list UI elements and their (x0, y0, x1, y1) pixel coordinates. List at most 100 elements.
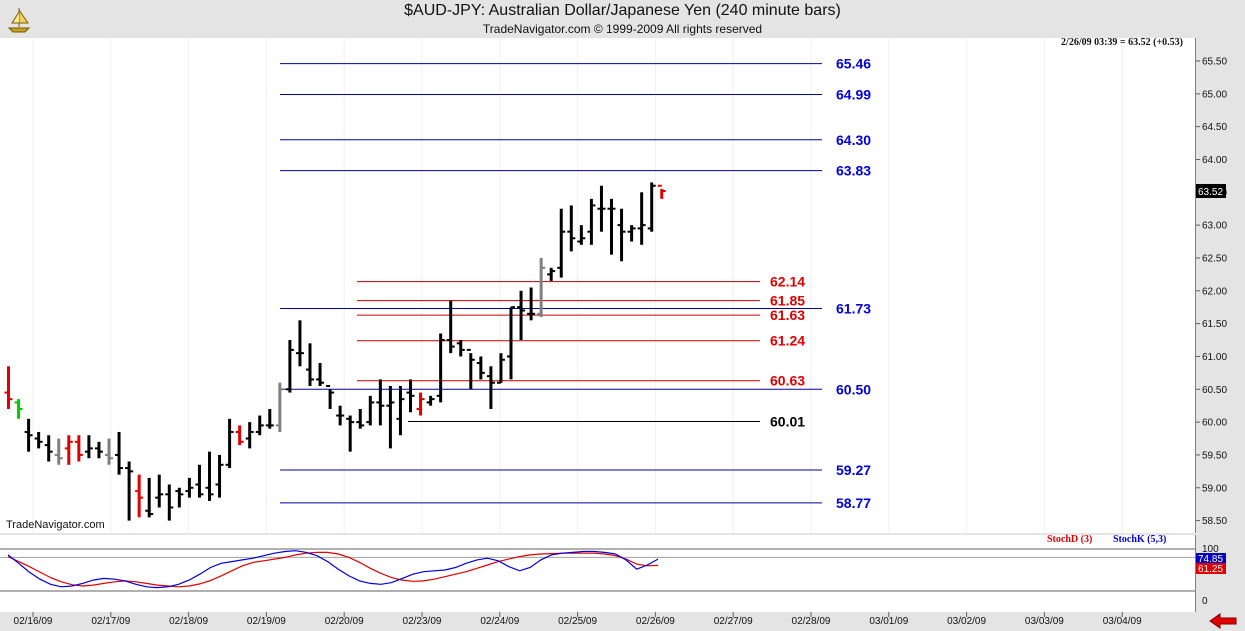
price-bar (94, 441, 103, 459)
price-bar (587, 198, 596, 245)
date-tick-label: 03/04/09 (1103, 616, 1142, 627)
price-bar (245, 422, 254, 449)
osc-tick-label: 0 (1202, 596, 1208, 607)
stochastic-panel[interactable] (0, 535, 1196, 612)
date-tick-label: 02/20/09 (325, 616, 364, 627)
price-bar (406, 379, 415, 413)
price-bar (366, 395, 375, 426)
price-axis[interactable] (1196, 38, 1245, 612)
price-tick-label: 64.50 (1202, 122, 1227, 133)
price-tick-label: 62.50 (1202, 253, 1227, 264)
price-tick-label: 65.00 (1202, 89, 1227, 100)
price-tick-label: 63.00 (1202, 221, 1227, 232)
stochd-value-label: 74.85 (1198, 554, 1223, 565)
level-label-blue: 60.50 (836, 381, 871, 397)
price-bar (316, 363, 325, 386)
date-tick-label: 03/02/09 (947, 616, 986, 627)
price-bar (125, 461, 134, 521)
price-bar (44, 435, 53, 462)
price-bar (165, 484, 174, 521)
price-bar (185, 477, 194, 498)
date-tick-label: 02/26/09 (636, 616, 675, 627)
price-bar (205, 451, 214, 501)
stochk-value-label: 61.25 (1198, 564, 1223, 575)
price-bar (567, 205, 576, 252)
price-bar (557, 208, 566, 278)
price-bar (255, 415, 264, 436)
stochk-line (7, 550, 659, 589)
date-axis[interactable] (0, 612, 1245, 631)
date-tick-label: 02/17/09 (91, 616, 130, 627)
price-bar (135, 474, 144, 518)
price-bar (336, 405, 345, 426)
price-tick-label: 60.00 (1202, 418, 1227, 429)
price-bar (14, 399, 23, 419)
price-bar (64, 435, 73, 465)
level-label-red: 61.63 (770, 307, 805, 323)
price-bar (597, 185, 606, 232)
date-tick-label: 02/24/09 (480, 616, 519, 627)
price-bar (657, 184, 666, 199)
price-bar (507, 306, 515, 380)
date-tick-label: 02/28/09 (792, 616, 831, 627)
osc-tick-label: 100 (1202, 544, 1219, 555)
level-label-red: 62.14 (770, 274, 805, 290)
price-bar (24, 418, 33, 452)
price-bar (265, 408, 274, 429)
stochd-legend: StochD (3) (1047, 534, 1093, 545)
price-bar (637, 192, 646, 245)
level-label-blue: 58.77 (836, 495, 871, 511)
red-arrow-left-icon[interactable] (1208, 613, 1238, 629)
price-bar (225, 418, 234, 469)
date-tick-label: 02/23/09 (403, 616, 442, 627)
price-bar (416, 392, 425, 416)
date-tick-label: 02/25/09 (558, 616, 597, 627)
price-bar (386, 385, 395, 449)
price-bar (517, 290, 526, 341)
chart-title: $AUD-JPY: Australian Dollar/Japanese Yen… (404, 2, 841, 19)
level-label-red: 60.63 (770, 373, 805, 389)
price-bar (486, 366, 495, 409)
price-bar (195, 464, 204, 498)
price-bar (84, 435, 93, 459)
ship-wheel-icon[interactable] (4, 4, 34, 34)
price-bar (326, 384, 335, 409)
price-bar (175, 487, 184, 508)
price-bar (647, 182, 656, 232)
price-bar (527, 287, 536, 321)
price-bar (577, 225, 586, 245)
stochd-line (7, 551, 659, 588)
price-panel[interactable] (0, 38, 1196, 533)
price-tick-label: 61.50 (1202, 319, 1227, 330)
stochk-legend: StochK (5,3) (1113, 534, 1167, 545)
level-label-blue: 64.99 (836, 86, 871, 102)
price-bar (547, 267, 556, 281)
price-bar (155, 474, 164, 508)
watermark: TradeNavigator.com (6, 519, 105, 531)
price-bar (466, 348, 475, 390)
price-bar (627, 225, 636, 242)
price-bar (607, 198, 616, 255)
date-tick-label: 02/27/09 (714, 616, 753, 627)
price-bar (4, 366, 13, 409)
price-bar (396, 385, 405, 436)
price-bar (496, 353, 505, 384)
price-bar (285, 340, 294, 393)
level-label-blue: 65.46 (836, 56, 871, 72)
copyright-text: TradeNavigator.com © 1999-2009 All right… (482, 22, 763, 36)
price-bar (426, 395, 435, 406)
date-tick-label: 02/19/09 (247, 616, 286, 627)
price-tick-label: 60.50 (1202, 385, 1227, 396)
price-tick-label: 61.00 (1202, 352, 1227, 363)
date-tick-label: 02/18/09 (169, 616, 208, 627)
stochd-value-tag (1196, 563, 1226, 574)
stochk-value-tag (1196, 553, 1226, 564)
last-quote-readout: 2/26/09 03:39 = 63.52 (+0.53) (1061, 37, 1183, 48)
level-label-red: 61.24 (770, 333, 805, 349)
price-bar (537, 257, 546, 318)
price-bar (446, 300, 455, 354)
price-bar (306, 343, 314, 386)
date-tick-label: 02/16/09 (14, 616, 53, 627)
price-tick-label: 59.50 (1202, 450, 1227, 461)
